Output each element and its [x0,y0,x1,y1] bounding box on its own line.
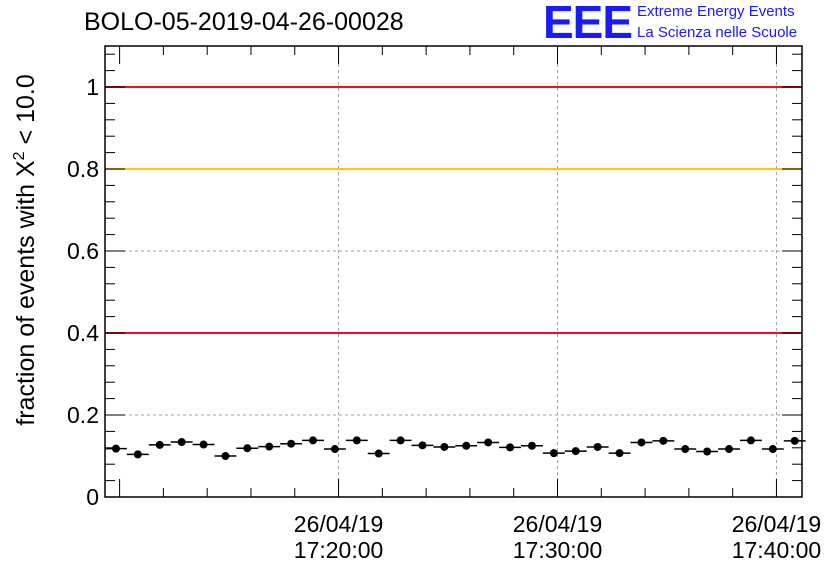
axes-frame [104,45,803,498]
data-point [418,441,427,450]
data-point [133,450,142,459]
data-point [527,441,536,450]
data-point [746,436,755,445]
data-point [243,444,252,453]
data-point [681,445,690,454]
chart-title: BOLO-05-2019-04-26-00028 [84,8,404,36]
data-point [593,442,602,451]
data-point [221,452,230,460]
y-tick-label: 0.2 [67,402,99,428]
data-point [484,438,493,447]
data-point [352,436,361,445]
x-tick-label-time: 17:30:00 [513,537,603,563]
axes-frame-layer [104,45,803,498]
data-point [374,449,383,458]
y-tick-label: 0.6 [67,238,99,264]
y-tick-label: 0 [86,484,99,510]
data-point [703,447,712,456]
reference-lines-layer [105,86,802,334]
data-point [265,442,274,451]
data-point [725,445,734,454]
y-axis-label: fraction of events with X2 < 10.0 [11,74,40,425]
data-point [155,440,164,449]
data-point [768,445,777,454]
data-point [330,445,339,454]
data-point [659,436,668,445]
ticks-layer [105,46,802,498]
data-point [506,443,515,452]
data-point [199,440,208,449]
y-tick-label: 0.4 [67,320,99,346]
data-point [287,439,296,448]
data-point [615,449,624,458]
data-point [790,436,799,445]
x-tick-label-date: 26/04/19 [294,511,384,537]
data-points-layer [105,436,806,460]
eee-logo-mark: EEE [543,0,633,48]
data-point [549,449,558,458]
y-tick-label: 1 [86,74,99,100]
data-point [309,436,318,445]
x-tick-label-time: 17:20:00 [294,537,384,563]
data-point [571,447,580,456]
data-point [111,444,120,453]
logo-text-line1: Extreme Energy Events [637,3,795,20]
logo-text-line2: La Scienza nelle Scuole [637,24,798,41]
grid-layer [105,46,802,497]
x-tick-label-date: 26/04/19 [513,511,603,537]
tick-labels-layer: 00.20.40.60.8126/04/1917:20:0026/04/1917… [67,74,821,563]
data-point [637,438,646,447]
x-tick-label-date: 26/04/19 [732,511,822,537]
data-point [462,441,471,450]
x-tick-label-time: 17:40:00 [732,537,822,563]
y-tick-label: 0.8 [67,156,99,182]
data-point [396,436,405,445]
data-point [440,442,449,451]
data-point [177,438,186,447]
